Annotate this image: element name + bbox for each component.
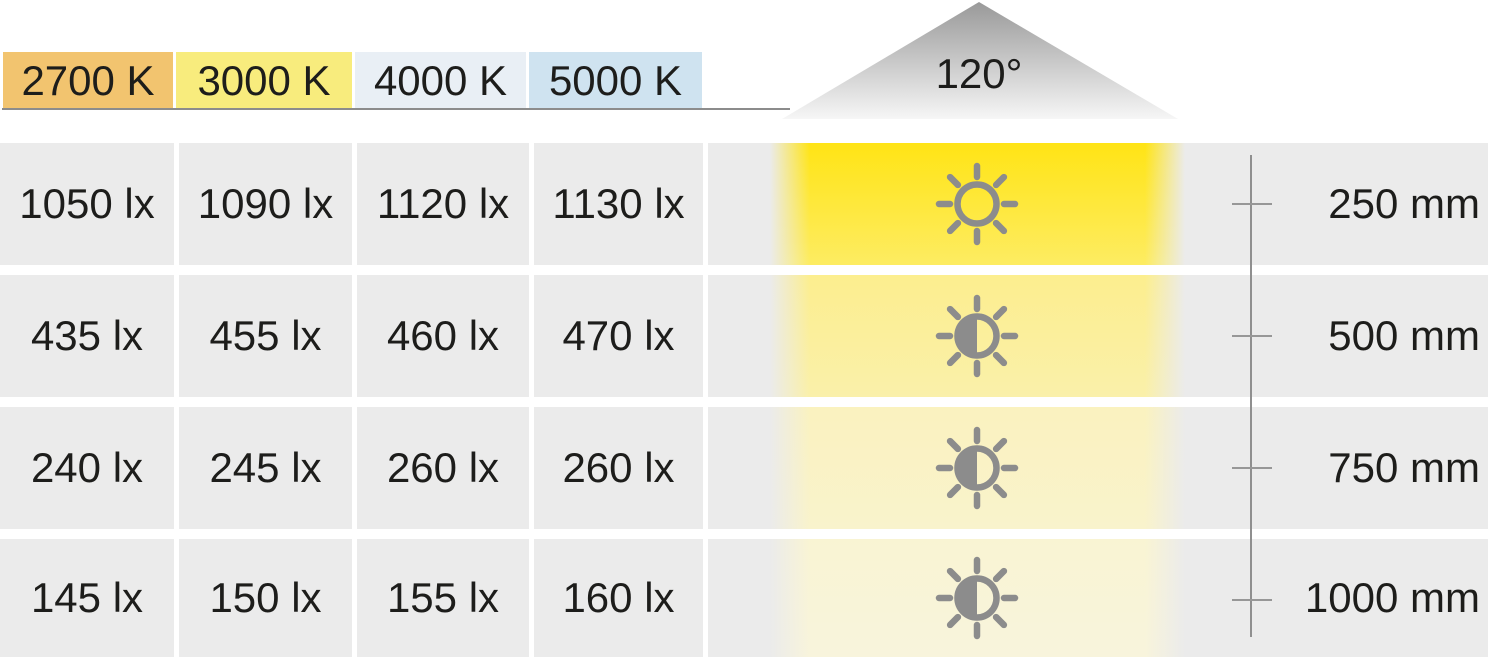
lux-value: 160 lx (562, 574, 675, 621)
column-divider (352, 407, 357, 529)
lux-value: 260 lx (562, 444, 675, 491)
sun-half-icon (935, 294, 1019, 378)
table-row-1000mm: 145 lx 150 lx 155 lx 160 lx 1000 mm (0, 539, 1488, 657)
distance-tick-1000mm (1232, 599, 1272, 601)
lux-value: 155 lx (386, 574, 500, 621)
distance-label: 250 mm (1328, 180, 1480, 227)
lux-value: 150 lx (209, 574, 322, 621)
column-divider (174, 275, 179, 397)
lux-value: 245 lx (209, 444, 322, 491)
column-divider (352, 143, 357, 265)
column-divider (352, 275, 357, 397)
table-row-250mm: 1050 lx 1090 lx 1120 lx 1130 lx 250 mm (0, 143, 1488, 265)
color-temp-chip-2700k: 2700 K (3, 52, 173, 109)
header-baseline (2, 108, 790, 110)
distance-tick-500mm (1232, 335, 1272, 337)
lux-value: 1120 lx (376, 180, 510, 227)
lux-value: 1050 lx (19, 180, 155, 227)
lux-value: 1130 lx (552, 180, 685, 227)
distance-label: 1000 mm (1304, 574, 1480, 621)
column-divider (529, 143, 534, 265)
distance-label: 750 mm (1328, 444, 1480, 491)
distance-axis-line (1250, 155, 1252, 637)
light-cone-triangle-icon (782, 2, 1178, 119)
lux-value: 145 lx (30, 574, 144, 621)
lux-value: 1090 lx (197, 180, 334, 227)
column-divider (529, 539, 534, 657)
color-temp-chip-4000k: 4000 K (355, 52, 526, 109)
beam-angle-label: 120° (935, 50, 1023, 97)
sun-full-icon (935, 162, 1019, 246)
column-divider (703, 407, 708, 529)
color-temp-chip-3000k: 3000 K (176, 52, 352, 109)
column-divider (703, 539, 708, 657)
distance-label: 500 mm (1328, 312, 1480, 359)
column-divider (174, 143, 179, 265)
column-divider (529, 275, 534, 397)
column-divider (703, 275, 708, 397)
distance-tick-250mm (1232, 203, 1272, 205)
color-temp-chip-5000k: 5000 K (529, 52, 702, 109)
sun-half-icon (935, 426, 1019, 510)
lux-value: 460 lx (386, 312, 500, 359)
column-divider (703, 143, 708, 265)
column-divider (529, 407, 534, 529)
lux-value: 435 lx (30, 312, 144, 359)
lux-value: 260 lx (386, 444, 500, 491)
column-divider (174, 407, 179, 529)
lux-value: 455 lx (209, 312, 322, 359)
lux-value: 240 lx (30, 444, 144, 491)
distance-tick-750mm (1232, 467, 1272, 469)
column-divider (174, 539, 179, 657)
column-divider (352, 539, 357, 657)
table-row-750mm: 240 lx 245 lx 260 lx 260 lx 750 mm (0, 407, 1488, 529)
lux-value: 470 lx (562, 312, 675, 359)
sun-half-icon (935, 556, 1019, 640)
